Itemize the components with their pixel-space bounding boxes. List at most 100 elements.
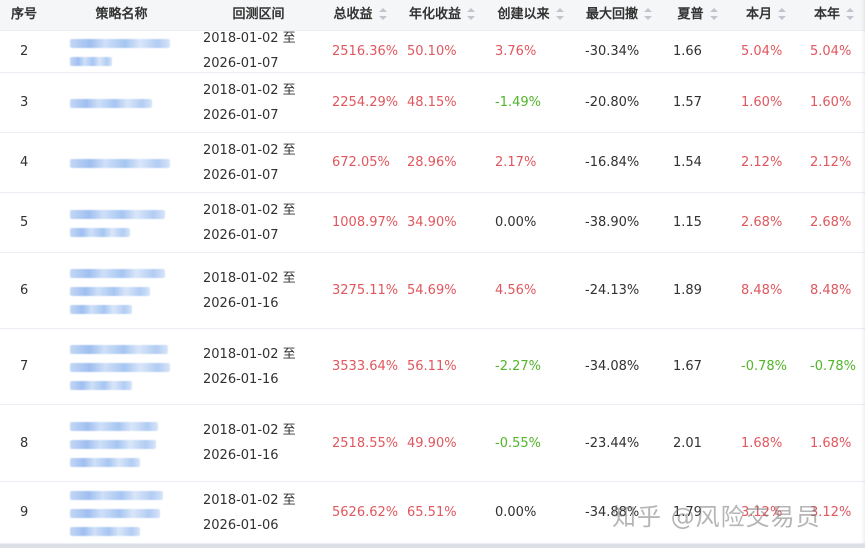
strategy-name-redacted[interactable]	[70, 489, 163, 536]
cell-year: 1.68%	[810, 405, 865, 481]
annual-value: 56.11%	[407, 359, 457, 374]
mdd-value: -30.34%	[585, 43, 640, 59]
cell-since: 3.76%	[495, 30, 575, 72]
idx-value: 2	[20, 43, 29, 59]
annual-value: 65.51%	[407, 505, 457, 520]
mdd-value: -24.13%	[585, 283, 640, 298]
strategy-name-redacted[interactable]	[70, 343, 170, 390]
idx-value: 9	[20, 505, 29, 520]
cell-since: 4.56%	[495, 253, 575, 328]
idx-value: 8	[20, 435, 29, 451]
range-start: 2018-01-02 至	[203, 31, 296, 46]
table-row[interactable]: 2 2018-01-02 至 2026-01-07 2516.36% 50.10% 3.7…	[0, 30, 865, 73]
cell-mdd: -20.80%	[585, 73, 663, 132]
annual-value: 50.10%	[407, 43, 457, 59]
month-value: 8.48%	[741, 283, 783, 298]
cell-range: 2018-01-02 至 2026-01-16	[203, 405, 322, 481]
cell-since: -2.27%	[495, 329, 575, 404]
cell-idx: 8	[20, 405, 68, 481]
sort-caret-icon[interactable]	[778, 7, 786, 21]
cell-total: 3275.11%	[332, 253, 398, 328]
strategy-name-redacted[interactable]	[70, 37, 170, 66]
column-header-month[interactable]: 本月	[732, 0, 800, 30]
cell-sharpe: 1.57	[673, 73, 732, 132]
cell-year: 5.04%	[810, 30, 865, 72]
sharpe-value: 2.01	[673, 435, 702, 451]
column-header-label: 总收益	[333, 7, 373, 22]
cell-month: -0.78%	[741, 329, 800, 404]
range-end: 2026-01-07	[203, 227, 279, 243]
cell-range: 2018-01-02 至 2026-01-07	[203, 193, 322, 252]
table-row[interactable]: 8 2018-01-02 至 2026-01-16 2518.55% 49.90% -0.…	[0, 405, 865, 482]
sort-caret-icon[interactable]	[644, 7, 652, 21]
cell-month: 3.12%	[741, 482, 800, 543]
cell-total: 1008.97%	[332, 193, 398, 252]
cell-name	[70, 329, 195, 404]
cell-range: 2018-01-02 至 2026-01-07	[203, 133, 322, 192]
table-row[interactable]: 6 2018-01-02 至 2026-01-16 3275.11% 54.69% 4.5…	[0, 253, 865, 329]
annual-value: 54.69%	[407, 283, 457, 298]
column-header-year[interactable]: 本年	[800, 0, 865, 30]
strategy-name-redacted[interactable]	[70, 208, 165, 237]
sharpe-value: 1.66	[673, 43, 702, 59]
strategy-name-redacted[interactable]	[70, 420, 158, 467]
column-header-mdd[interactable]: 最大回撤	[575, 0, 663, 30]
horizontal-scrollbar[interactable]	[0, 544, 865, 548]
cell-total: 2254.29%	[332, 73, 398, 132]
cell-mdd: -38.90%	[585, 193, 663, 252]
cell-month: 2.12%	[741, 133, 800, 192]
month-value: 1.68%	[741, 435, 783, 451]
column-header-label: 策略名称	[95, 7, 148, 22]
cell-sharpe: 1.79	[673, 482, 732, 543]
column-header-range: 回测区间	[195, 0, 322, 30]
idx-value: 5	[20, 215, 29, 230]
since-value: 4.56%	[495, 283, 537, 298]
since-value: 3.76%	[495, 43, 537, 59]
annual-value: 49.90%	[407, 435, 457, 451]
column-header-total[interactable]: 总收益	[322, 0, 398, 30]
table-row[interactable]: 5 2018-01-02 至 2026-01-07 1008.97% 34.90% 0.0…	[0, 193, 865, 253]
range-end: 2026-01-07	[203, 167, 279, 183]
cell-annual: 48.15%	[407, 73, 486, 132]
month-value: 3.12%	[741, 505, 783, 520]
idx-value: 7	[20, 359, 29, 374]
strategy-name-redacted[interactable]	[70, 157, 170, 168]
column-header-label: 创建以来	[497, 7, 550, 22]
mdd-value: -38.90%	[585, 215, 640, 230]
cell-idx: 2	[20, 30, 68, 72]
total-value: 672.05%	[332, 155, 390, 170]
month-value: 2.12%	[741, 155, 783, 170]
range-start: 2018-01-02 至	[203, 423, 296, 438]
table-row[interactable]: 9 2018-01-02 至 2026-01-06 5626.62% 65.51% 0.0…	[0, 482, 865, 544]
sort-caret-icon[interactable]	[846, 7, 854, 21]
sort-caret-icon[interactable]	[378, 7, 387, 21]
table-row[interactable]: 3 2018-01-02 至 2026-01-07 2254.29% 48.15% -1.…	[0, 73, 865, 133]
cell-idx: 4	[20, 133, 68, 192]
cell-idx: 5	[20, 193, 68, 252]
sort-caret-icon[interactable]	[555, 7, 564, 21]
year-value: 1.60%	[810, 95, 852, 110]
table-row[interactable]: 7 2018-01-02 至 2026-01-16 3533.64% 56.11% -2.…	[0, 329, 865, 405]
table-header: 序号 策略名称 回测区间 总收益 年化收益 创建以来 最大回撤 夏普 本月 本年	[0, 0, 865, 31]
cell-range: 2018-01-02 至 2026-01-06	[203, 482, 322, 543]
cell-name	[70, 30, 195, 72]
since-value: -0.55%	[495, 435, 541, 451]
annual-value: 48.15%	[407, 95, 457, 110]
total-value: 5626.62%	[332, 505, 399, 520]
mdd-value: -20.80%	[585, 95, 640, 110]
column-header-sharpe[interactable]: 夏普	[663, 0, 732, 30]
strategy-name-redacted[interactable]	[70, 97, 152, 108]
year-value: -0.78%	[810, 359, 856, 374]
sort-caret-icon[interactable]	[467, 7, 475, 21]
column-header-since[interactable]: 创建以来	[486, 0, 575, 30]
sharpe-value: 1.79	[673, 505, 702, 520]
column-header-annual[interactable]: 年化收益	[398, 0, 486, 30]
month-value: 1.60%	[741, 95, 783, 110]
sort-caret-icon[interactable]	[709, 7, 718, 21]
cell-total: 5626.62%	[332, 482, 398, 543]
cell-mdd: -24.13%	[585, 253, 663, 328]
table-row[interactable]: 4 2018-01-02 至 2026-01-07 672.05% 28.96% 2.17…	[0, 133, 865, 193]
cell-sharpe: 1.89	[673, 253, 732, 328]
strategy-name-redacted[interactable]	[70, 267, 165, 314]
cell-idx: 9	[20, 482, 68, 543]
